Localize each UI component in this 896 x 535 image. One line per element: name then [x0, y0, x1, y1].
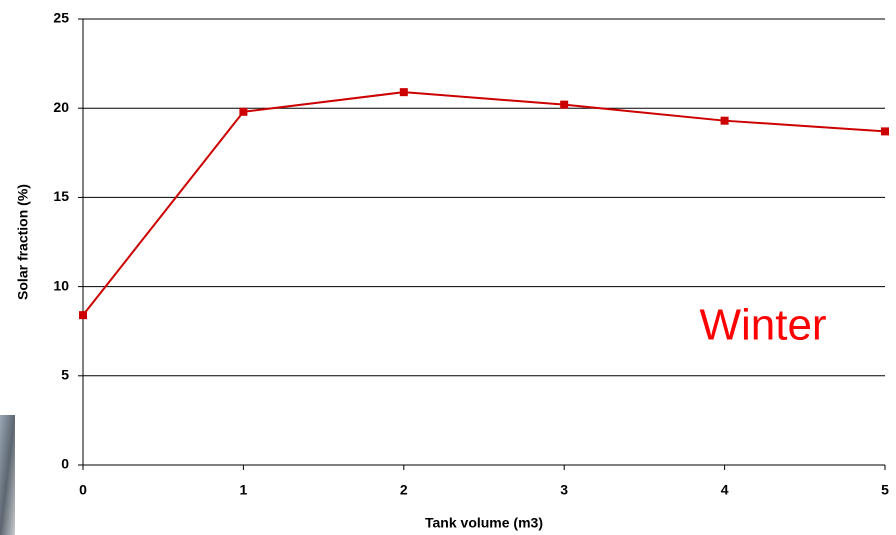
y-tick-label: 0 [61, 456, 69, 472]
y-tick-label: 5 [61, 367, 69, 383]
annotation: Winter [699, 301, 826, 350]
y-tick-label: 15 [53, 188, 69, 204]
x-axis-label: Tank volume (m3) [425, 515, 543, 531]
x-tick-label: 5 [881, 482, 889, 498]
y-tick-label: 20 [53, 99, 69, 115]
data-line [82, 91, 886, 316]
x-tick-label: 1 [240, 482, 248, 498]
x-tick-label: 2 [400, 482, 408, 498]
data-point [399, 88, 408, 97]
data-point [79, 311, 87, 320]
data-point [239, 107, 248, 116]
photo-fragment [0, 415, 15, 535]
x-tick-label: 3 [560, 482, 568, 498]
y-axis-label: Solar fraction (%) [15, 184, 31, 300]
data-point [560, 100, 569, 109]
y-tick-label: 10 [53, 277, 69, 293]
x-tick-label: 4 [721, 482, 729, 498]
data-point [881, 127, 889, 136]
data-point [720, 116, 729, 125]
y-tick-label: 25 [53, 10, 69, 26]
x-tick-label: 0 [79, 482, 87, 498]
